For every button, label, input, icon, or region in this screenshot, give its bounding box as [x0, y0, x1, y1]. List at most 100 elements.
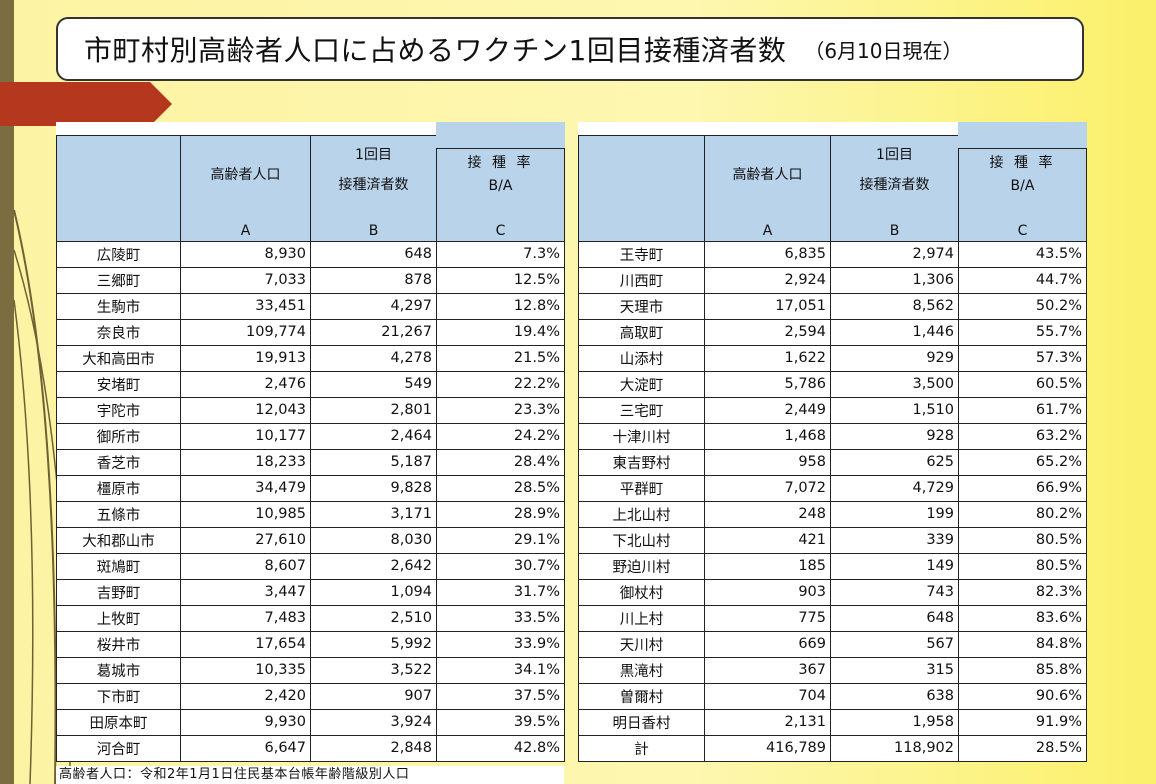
rate-cell: 29.1%	[436, 526, 565, 554]
municipality-cell: 大淀町	[578, 370, 705, 398]
municipality-cell: 天理市	[578, 292, 705, 320]
elderly-pop-cell: 6,835	[704, 240, 831, 268]
first-dose-cell: 648	[310, 240, 437, 268]
first-dose-cell: 625	[830, 448, 959, 476]
rate-cell: 55.7%	[958, 318, 1087, 346]
rate-cell: 33.9%	[436, 630, 565, 658]
rate-cell: 91.9%	[958, 708, 1087, 736]
municipality-cell: 御杖村	[578, 578, 705, 606]
table-row: 吉野町 3,447 1,094 31.7%	[56, 578, 565, 606]
rate-cell: 44.7%	[958, 266, 1087, 294]
elderly-pop-cell: 109,774	[180, 318, 311, 346]
table-row: 王寺町 6,835 2,974 43.5%	[578, 240, 1087, 268]
municipality-cell: 上北山村	[578, 500, 705, 528]
table-row: 天川村 669 567 84.8%	[578, 630, 1087, 658]
elderly-pop-cell: 2,420	[180, 682, 311, 710]
table-row: 奈良市 109,774 21,267 19.4%	[56, 318, 565, 346]
table-row: 御所市 10,177 2,464 24.2%	[56, 422, 565, 450]
elderly-pop-cell: 2,476	[180, 370, 311, 398]
first-dose-cell: 2,464	[310, 422, 437, 450]
header-first-dose: 1回目 接種済者数 B	[310, 134, 437, 242]
municipality-cell: 天川村	[578, 630, 705, 658]
municipality-cell: 平群町	[578, 474, 705, 502]
rate-cell: 28.5%	[436, 474, 565, 502]
municipality-cell: 十津川村	[578, 422, 705, 450]
first-dose-cell: 8,030	[310, 526, 437, 554]
municipality-cell: 川上村	[578, 604, 705, 632]
first-dose-cell: 2,848	[310, 734, 437, 762]
rate-cell: 90.6%	[958, 682, 1087, 710]
municipality-cell: 生駒市	[56, 292, 181, 320]
page-title: 市町村別高齢者人口に占めるワクチン1回目接種済者数 （6月10日現在）	[56, 17, 1084, 81]
rate-cell: 66.9%	[958, 474, 1087, 502]
first-dose-cell: 149	[830, 552, 959, 580]
municipality-cell: 計	[578, 734, 705, 762]
table-row: 計 416,789 118,902 28.5%	[578, 734, 1087, 762]
elderly-pop-cell: 421	[704, 526, 831, 554]
decorative-arrow	[0, 82, 172, 126]
elderly-pop-cell: 416,789	[704, 734, 831, 762]
title-main: 市町村別高齢者人口に占めるワクチン1回目接種済者数	[84, 34, 787, 67]
municipality-cell: 上牧町	[56, 604, 181, 632]
table-row: 東吉野村 958 625 65.2%	[578, 448, 1087, 476]
municipality-cell: 奈良市	[56, 318, 181, 346]
rate-cell: 12.5%	[436, 266, 565, 294]
table-row: 御杖村 903 743 82.3%	[578, 578, 1087, 606]
elderly-pop-cell: 2,924	[704, 266, 831, 294]
rate-cell: 80.5%	[958, 526, 1087, 554]
table-row: 斑鳩町 8,607 2,642 30.7%	[56, 552, 565, 580]
rate-cell: 21.5%	[436, 344, 565, 372]
first-dose-cell: 315	[830, 656, 959, 684]
table-row: 安堵町 2,476 549 22.2%	[56, 370, 565, 398]
first-dose-cell: 199	[830, 500, 959, 528]
header-rate: 接 種 率 B/A C	[436, 122, 565, 242]
first-dose-cell: 21,267	[310, 318, 437, 346]
elderly-pop-cell: 2,449	[704, 396, 831, 424]
table-row: 十津川村 1,468 928 63.2%	[578, 422, 1087, 450]
first-dose-cell: 1,094	[310, 578, 437, 606]
first-dose-cell: 4,297	[310, 292, 437, 320]
table-row: 橿原市 34,479 9,828 28.5%	[56, 474, 565, 502]
rate-cell: 57.3%	[958, 344, 1087, 372]
municipality-cell: 下市町	[56, 682, 181, 710]
rate-cell: 84.8%	[958, 630, 1087, 658]
first-dose-cell: 4,278	[310, 344, 437, 372]
first-dose-cell: 3,500	[830, 370, 959, 398]
municipality-cell: 斑鳩町	[56, 552, 181, 580]
table-row: 生駒市 33,451 4,297 12.8%	[56, 292, 565, 320]
municipality-cell: 河合町	[56, 734, 181, 762]
municipality-cell: 下北山村	[578, 526, 705, 554]
table-row: 黒滝村 367 315 85.8%	[578, 656, 1087, 684]
elderly-pop-cell: 12,043	[180, 396, 311, 424]
table-row: 河合町 6,647 2,848 42.8%	[56, 734, 565, 762]
elderly-pop-cell: 1,622	[704, 344, 831, 372]
rate-cell: 7.3%	[436, 240, 565, 268]
municipality-cell: 明日香村	[578, 708, 705, 736]
first-dose-cell: 1,958	[830, 708, 959, 736]
elderly-pop-cell: 10,177	[180, 422, 311, 450]
municipality-cell: 大和郡山市	[56, 526, 181, 554]
first-dose-cell: 929	[830, 344, 959, 372]
rate-cell: 65.2%	[958, 448, 1087, 476]
rate-cell: 61.7%	[958, 396, 1087, 424]
rate-cell: 80.5%	[958, 552, 1087, 580]
table-row: 田原本町 9,930 3,924 39.5%	[56, 708, 565, 736]
municipality-cell: 三宅町	[578, 396, 705, 424]
first-dose-cell: 3,522	[310, 656, 437, 684]
municipality-cell: 桜井市	[56, 630, 181, 658]
municipality-cell: 五條市	[56, 500, 181, 528]
footnote: 高齢者人口：令和2年1月1日住民基本台帳年齢階級別人口	[56, 766, 564, 784]
elderly-pop-cell: 7,072	[704, 474, 831, 502]
first-dose-cell: 928	[830, 422, 959, 450]
elderly-pop-cell: 27,610	[180, 526, 311, 554]
rate-cell: 28.9%	[436, 500, 565, 528]
table-row: 桜井市 17,654 5,992 33.9%	[56, 630, 565, 658]
municipality-cell: 吉野町	[56, 578, 181, 606]
rate-cell: 33.5%	[436, 604, 565, 632]
first-dose-cell: 4,729	[830, 474, 959, 502]
decorative-sidebar	[0, 0, 14, 784]
municipality-cell: 三郷町	[56, 266, 181, 294]
first-dose-cell: 2,510	[310, 604, 437, 632]
elderly-pop-cell: 10,335	[180, 656, 311, 684]
table-row: 宇陀市 12,043 2,801 23.3%	[56, 396, 565, 424]
